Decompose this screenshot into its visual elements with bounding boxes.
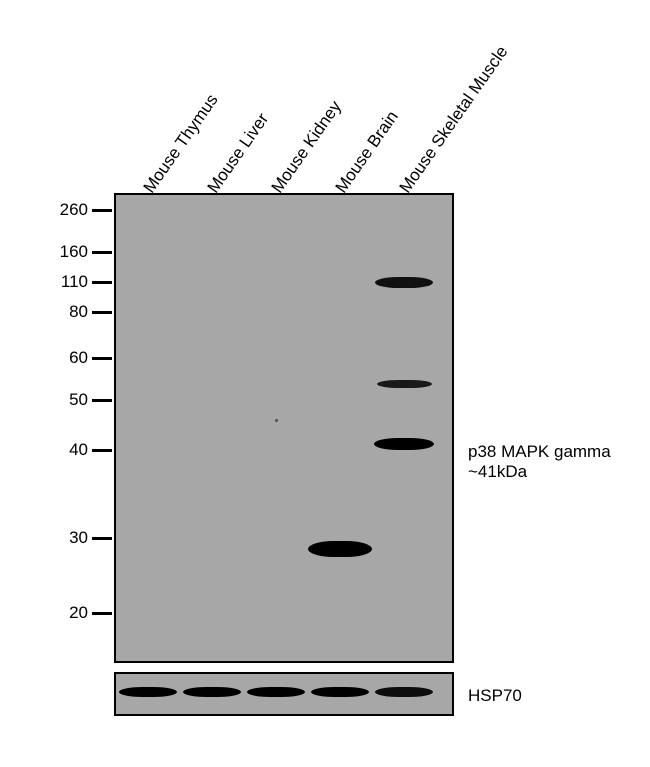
mw-tick xyxy=(92,399,112,402)
target-label: p38 MAPK gamma xyxy=(468,442,611,462)
blot-band xyxy=(308,541,372,557)
mw-label: 260 xyxy=(50,200,88,220)
mw-label: 160 xyxy=(50,242,88,262)
lane-label: Mouse Liver xyxy=(204,110,274,197)
loading-control-label: HSP70 xyxy=(468,686,522,706)
loading-band xyxy=(247,687,305,697)
mw-tick xyxy=(92,612,112,615)
mw-tick xyxy=(92,281,112,284)
mw-label: 50 xyxy=(50,390,88,410)
mw-tick xyxy=(92,251,112,254)
blot-band xyxy=(375,277,433,288)
blot-band xyxy=(377,380,432,388)
mw-label: 110 xyxy=(50,272,88,292)
blot-band xyxy=(374,438,434,450)
mw-label: 30 xyxy=(50,528,88,548)
mw-label: 80 xyxy=(50,302,88,322)
loading-band xyxy=(183,687,241,697)
mw-label: 20 xyxy=(50,603,88,623)
mw-tick xyxy=(92,311,112,314)
mw-label: 60 xyxy=(50,348,88,368)
loading-band xyxy=(311,687,369,697)
loading-band xyxy=(375,687,433,697)
mw-label: 40 xyxy=(50,440,88,460)
mw-tick xyxy=(92,357,112,360)
loading-band xyxy=(119,687,177,697)
mw-tick xyxy=(92,537,112,540)
blot-band xyxy=(275,419,278,422)
mw-tick xyxy=(92,209,112,212)
target-mw-label: ~41kDa xyxy=(468,462,527,482)
lane-label: Mouse Brain xyxy=(332,107,403,197)
lane-label: Mouse Skeletal Muscle xyxy=(396,42,513,197)
mw-tick xyxy=(92,449,112,452)
main-blot xyxy=(114,193,454,663)
